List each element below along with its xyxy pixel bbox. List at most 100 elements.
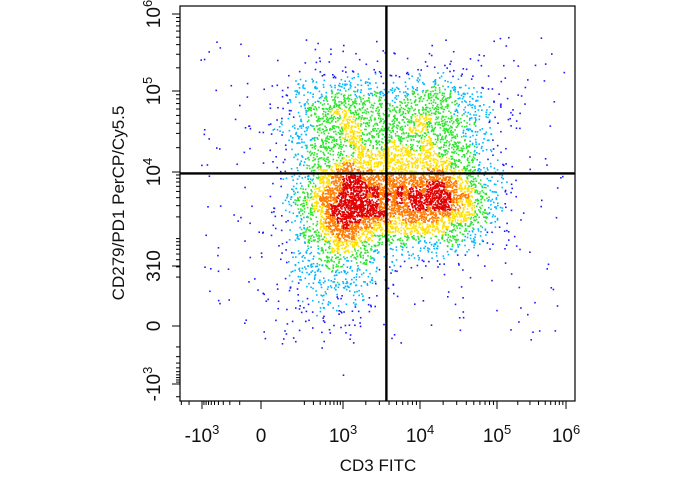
event-dot xyxy=(346,98,348,100)
event-dot xyxy=(400,155,402,157)
event-dot xyxy=(388,231,390,234)
event-dot xyxy=(419,97,421,100)
event-dot xyxy=(466,128,468,131)
event-dot xyxy=(383,148,385,150)
event-dot xyxy=(344,247,346,250)
event-dot xyxy=(411,114,414,116)
event-dot xyxy=(369,272,371,275)
event-dot xyxy=(301,256,303,258)
event-dot xyxy=(303,307,305,309)
event-dot xyxy=(216,147,218,149)
event-dot xyxy=(457,145,460,147)
event-dot xyxy=(307,216,309,219)
event-dot xyxy=(422,129,424,131)
event-dot xyxy=(549,125,552,127)
event-dot xyxy=(394,270,397,272)
event-dot xyxy=(388,222,391,225)
event-dot xyxy=(313,277,316,279)
event-dot xyxy=(382,50,384,52)
event-dot xyxy=(336,309,338,312)
event-dot xyxy=(424,94,426,96)
event-dot xyxy=(336,296,338,298)
event-dot xyxy=(328,247,331,250)
event-dot xyxy=(295,340,297,343)
event-dot xyxy=(401,149,403,151)
event-dot xyxy=(354,149,357,151)
event-dot xyxy=(470,216,473,219)
event-dot xyxy=(444,233,447,236)
event-dot xyxy=(468,146,471,148)
event-dot xyxy=(416,140,418,143)
event-dot xyxy=(389,171,391,173)
event-dot xyxy=(427,251,430,253)
event-dot xyxy=(269,195,272,198)
event-dot xyxy=(327,146,330,149)
event-dot xyxy=(400,170,402,173)
event-dot xyxy=(409,130,412,133)
event-dot xyxy=(339,123,341,125)
event-dot xyxy=(447,219,450,221)
event-dot xyxy=(428,118,430,120)
event-dot xyxy=(227,268,230,270)
event-dot xyxy=(447,117,450,120)
event-dot xyxy=(473,204,476,207)
event-dot xyxy=(316,314,318,317)
event-dot xyxy=(454,99,457,102)
event-dot xyxy=(381,157,383,159)
event-dot xyxy=(373,130,375,132)
event-dot xyxy=(353,135,355,138)
event-dot xyxy=(305,252,308,254)
event-dot xyxy=(326,108,329,110)
event-dot xyxy=(445,165,448,168)
event-dot xyxy=(314,139,316,142)
event-dot xyxy=(366,108,369,110)
event-dot xyxy=(392,126,394,128)
event-dot xyxy=(394,145,397,148)
event-dot xyxy=(329,242,331,245)
event-dot xyxy=(329,84,332,87)
event-dot xyxy=(497,122,499,124)
event-dot xyxy=(401,102,403,104)
event-dot xyxy=(301,177,304,179)
event-dot xyxy=(446,107,449,109)
event-dot xyxy=(317,42,319,45)
event-dot xyxy=(417,80,420,83)
event-dot xyxy=(401,137,404,140)
event-dot xyxy=(414,156,416,159)
event-dot xyxy=(430,94,432,96)
event-dot xyxy=(361,137,363,140)
event-dot xyxy=(319,190,322,192)
event-dot xyxy=(437,123,439,126)
event-dot xyxy=(262,231,264,234)
event-dot xyxy=(501,210,503,212)
event-dot xyxy=(421,152,423,155)
event-dot xyxy=(408,153,410,156)
event-dot xyxy=(413,257,416,259)
event-dot xyxy=(308,242,310,244)
event-dot xyxy=(336,143,339,146)
event-dot xyxy=(295,80,297,82)
event-dot xyxy=(384,157,386,159)
event-dot xyxy=(495,191,498,193)
event-dot xyxy=(425,227,427,230)
event-dot xyxy=(413,92,415,95)
event-dot xyxy=(436,153,439,156)
event-dot xyxy=(477,228,479,230)
event-dot xyxy=(331,251,333,253)
event-dot xyxy=(452,151,455,154)
event-dot xyxy=(464,203,466,206)
event-dot xyxy=(352,162,354,165)
event-dot xyxy=(370,110,372,113)
event-dot xyxy=(443,257,445,260)
event-dot xyxy=(335,143,338,145)
event-dot xyxy=(361,102,364,105)
event-dot xyxy=(413,225,416,227)
event-dot xyxy=(333,131,335,133)
event-dot xyxy=(357,127,360,130)
event-dot xyxy=(296,91,299,93)
event-dot xyxy=(465,101,467,103)
event-dot xyxy=(341,241,344,243)
event-dot xyxy=(301,271,303,274)
event-dot xyxy=(491,198,494,201)
event-dot xyxy=(388,123,391,125)
